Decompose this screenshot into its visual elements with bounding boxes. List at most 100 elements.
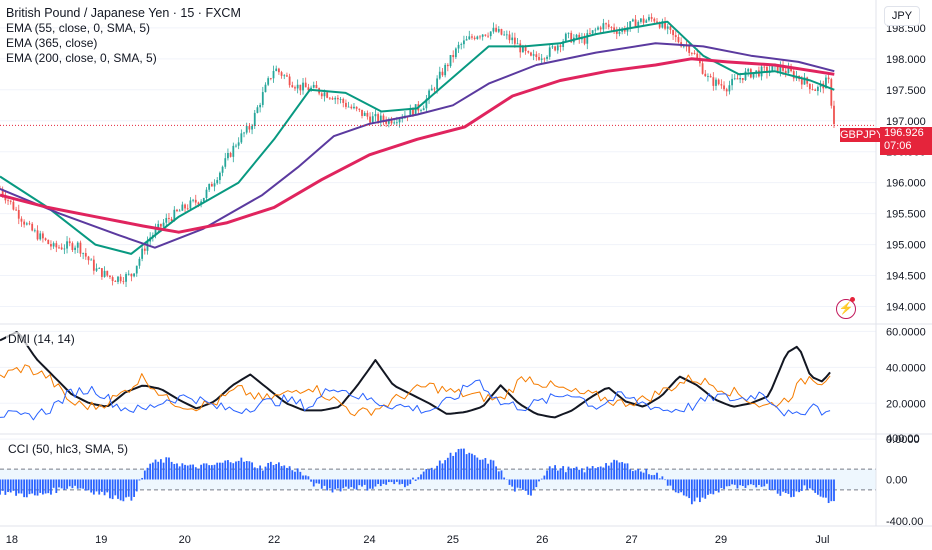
- candle-body: [25, 223, 28, 225]
- cci-bar: [575, 466, 578, 480]
- cci-bar: [618, 462, 621, 480]
- cci-tick-label: -400.00: [886, 516, 923, 528]
- cci-bar: [749, 479, 752, 485]
- cci-bar: [71, 479, 74, 489]
- cci-bar: [237, 460, 240, 480]
- cci-bar: [814, 479, 817, 493]
- cci-bar: [728, 479, 731, 487]
- candle-body: [808, 83, 811, 90]
- time-tick-label: 24: [363, 534, 375, 546]
- candle-body: [586, 33, 589, 44]
- price-grid: [0, 27, 876, 308]
- candle-body: [202, 197, 205, 202]
- cci-bar: [495, 466, 498, 480]
- cci-bar: [484, 458, 487, 480]
- candle-body: [591, 30, 594, 34]
- cci-bar: [487, 463, 489, 480]
- cci-bar: [385, 479, 388, 485]
- candle-body: [446, 64, 449, 67]
- price-tick-label: 195.500: [886, 209, 926, 221]
- candle-body: [650, 17, 653, 19]
- candle-body: [433, 88, 436, 90]
- cci-bar: [387, 479, 390, 483]
- cci-bar: [519, 479, 522, 489]
- price-tick-label: 194.000: [886, 302, 926, 314]
- candle-body: [210, 183, 213, 187]
- ema-365-line: [0, 42, 835, 249]
- cci-bar: [130, 479, 133, 501]
- candle-body: [208, 183, 211, 190]
- candle-body: [243, 132, 245, 134]
- dmi-axis[interactable]: 0.0000 20.0000 40.0000 60.0000: [886, 326, 926, 446]
- cci-bar: [779, 479, 782, 496]
- cci-bar: [393, 479, 396, 485]
- cci-bar: [248, 461, 251, 480]
- cci-title[interactable]: CCI (50, hlc3, SMA, 5): [6, 442, 131, 456]
- cci-bar: [52, 479, 55, 488]
- candle-body: [532, 54, 535, 56]
- symbol-title[interactable]: British Pound / Japanese Yen · 15 · FXCM: [6, 6, 241, 20]
- candle-body: [398, 119, 401, 123]
- cci-bar: [669, 479, 672, 486]
- candle-body: [162, 222, 165, 227]
- candle-body: [594, 29, 597, 31]
- cci-bar: [446, 457, 449, 480]
- cci-bar: [438, 460, 441, 480]
- candle-body: [371, 116, 374, 123]
- price-axis[interactable]: 194.000194.500195.000195.500196.000196.5…: [886, 23, 926, 314]
- cci-bar: [648, 474, 650, 480]
- cci-bar: [800, 479, 803, 491]
- candle-body: [315, 84, 318, 89]
- cci-bar: [235, 461, 237, 480]
- cci-bar: [60, 479, 63, 489]
- candle-body: [731, 78, 733, 86]
- cci-bar: [822, 479, 825, 498]
- candle-body: [283, 75, 286, 77]
- candle-body: [452, 54, 455, 58]
- cci-bar: [704, 479, 707, 499]
- cci-bar: [334, 479, 337, 490]
- dmi-grid: [0, 330, 876, 440]
- cci-bar: [460, 448, 463, 480]
- cci-bar: [489, 459, 492, 480]
- candle-body: [15, 209, 17, 211]
- cci-bar: [774, 479, 776, 491]
- cci-bar: [138, 479, 141, 481]
- cci-bar: [382, 479, 385, 484]
- cci-bar: [479, 459, 481, 480]
- candle-body: [60, 247, 63, 250]
- currency-button[interactable]: JPY: [884, 6, 920, 26]
- time-axis[interactable]: 18 19 20 22 24 25 26 27 29 Jul: [6, 534, 830, 546]
- candle-body: [280, 72, 283, 76]
- ema-55-legend[interactable]: EMA (55, close, 0, SMA, 5): [6, 21, 151, 35]
- live-indicator-icon[interactable]: ⚡: [836, 299, 856, 319]
- candle-body: [224, 158, 227, 167]
- cci-bar: [763, 479, 766, 487]
- ema-200-legend[interactable]: EMA (200, close, 0, SMA, 5): [6, 51, 157, 65]
- cci-bar: [379, 479, 382, 487]
- cci-bar: [656, 472, 658, 480]
- time-tick-label: 27: [626, 534, 638, 546]
- candle-body: [570, 32, 573, 43]
- cci-bar: [583, 472, 586, 480]
- cci-bar: [776, 479, 779, 494]
- di-minus-line: [0, 364, 831, 417]
- candle-body: [28, 223, 31, 225]
- cci-bar: [216, 462, 219, 480]
- cci-axis[interactable]: -400.00 0.00 400.00: [886, 433, 923, 528]
- dmi-title[interactable]: DMI (14, 14): [6, 332, 77, 346]
- cci-bar: [189, 464, 192, 480]
- cci-bar: [589, 468, 591, 480]
- ema-365-legend[interactable]: EMA (365, close): [6, 36, 98, 50]
- cci-bar: [186, 465, 189, 480]
- candle-body: [58, 247, 60, 249]
- last-price-value: 196.926: [884, 127, 924, 139]
- cci-bar: [117, 479, 119, 499]
- cci-bar: [12, 479, 15, 491]
- candle-body: [227, 152, 229, 159]
- candle-body: [135, 265, 138, 274]
- price-tick-label: 195.000: [886, 240, 926, 252]
- cci-bar: [288, 466, 291, 480]
- candle-body: [350, 106, 353, 109]
